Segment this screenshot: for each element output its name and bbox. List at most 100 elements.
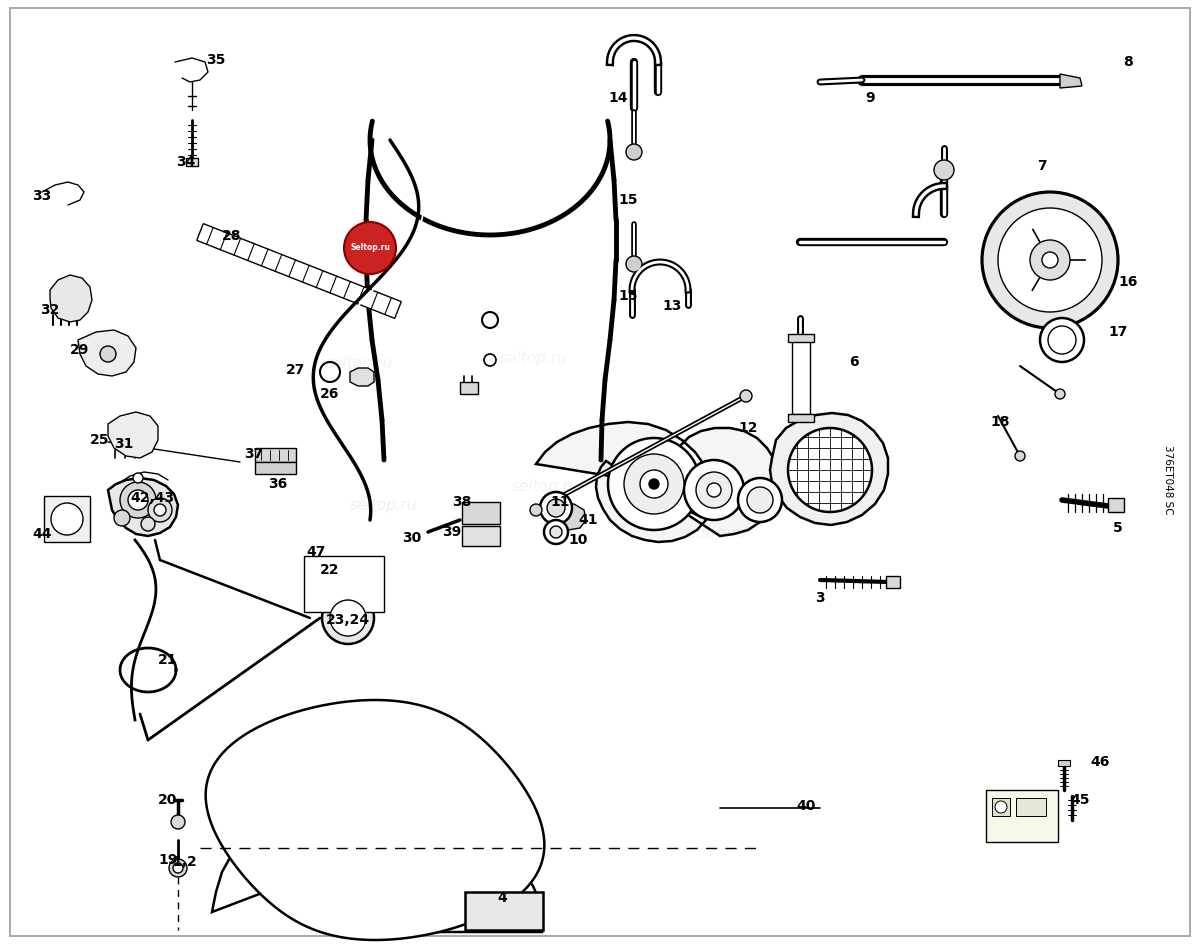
Circle shape — [746, 487, 773, 513]
Polygon shape — [78, 330, 136, 376]
Polygon shape — [205, 700, 545, 940]
Text: 5: 5 — [1114, 521, 1123, 535]
Text: 37: 37 — [245, 447, 264, 461]
Circle shape — [626, 144, 642, 160]
Circle shape — [320, 362, 340, 382]
Polygon shape — [462, 502, 500, 524]
Text: 1,2: 1,2 — [173, 855, 197, 869]
Text: 29: 29 — [71, 343, 90, 357]
Circle shape — [133, 473, 143, 483]
Text: 36: 36 — [269, 477, 288, 491]
Circle shape — [120, 482, 156, 518]
Circle shape — [128, 490, 148, 510]
Text: 7: 7 — [1037, 159, 1046, 173]
Text: 19: 19 — [158, 853, 178, 867]
Text: seltop.ru: seltop.ru — [680, 526, 748, 541]
Polygon shape — [792, 338, 810, 414]
Text: 38: 38 — [452, 495, 472, 509]
Circle shape — [172, 815, 185, 829]
Text: 45: 45 — [1070, 793, 1090, 807]
Circle shape — [484, 354, 496, 366]
Text: 6: 6 — [850, 355, 859, 369]
Text: 23,24: 23,24 — [326, 613, 370, 627]
Text: 40: 40 — [797, 799, 816, 813]
Text: 30: 30 — [402, 531, 421, 545]
Polygon shape — [197, 224, 401, 318]
Text: 32: 32 — [41, 303, 60, 317]
Text: 26: 26 — [320, 387, 340, 401]
Text: 8: 8 — [1123, 55, 1133, 69]
Circle shape — [154, 504, 166, 516]
Circle shape — [684, 460, 744, 520]
Polygon shape — [548, 504, 586, 530]
Text: 39: 39 — [443, 525, 462, 539]
Polygon shape — [462, 526, 500, 546]
Circle shape — [1030, 240, 1070, 280]
Text: 15: 15 — [618, 289, 637, 303]
Circle shape — [50, 503, 83, 535]
Polygon shape — [212, 812, 542, 932]
Polygon shape — [1060, 74, 1082, 88]
Circle shape — [173, 863, 182, 873]
Circle shape — [148, 498, 172, 522]
Text: 15: 15 — [618, 193, 637, 207]
Text: 3: 3 — [815, 591, 824, 605]
Text: seltop.ru: seltop.ru — [512, 479, 580, 494]
Polygon shape — [256, 462, 296, 474]
Text: 13: 13 — [662, 299, 682, 313]
Text: 11: 11 — [551, 495, 570, 509]
Circle shape — [114, 510, 130, 526]
Text: 22: 22 — [320, 563, 340, 577]
Text: 12: 12 — [738, 421, 757, 435]
Circle shape — [738, 478, 782, 522]
Circle shape — [547, 499, 565, 517]
Text: 10: 10 — [569, 533, 588, 547]
Polygon shape — [50, 275, 92, 322]
Circle shape — [1040, 318, 1084, 362]
Bar — [992, 798, 1010, 816]
Bar — [986, 790, 1058, 842]
Text: 33: 33 — [32, 189, 52, 203]
Circle shape — [624, 454, 684, 514]
Circle shape — [1042, 252, 1058, 268]
Text: 28: 28 — [222, 229, 241, 243]
Circle shape — [998, 208, 1102, 312]
Polygon shape — [44, 496, 90, 542]
Text: 35: 35 — [206, 53, 226, 67]
Circle shape — [788, 428, 872, 512]
Circle shape — [550, 526, 562, 538]
Circle shape — [344, 222, 396, 274]
Text: 4: 4 — [497, 891, 506, 905]
Bar — [788, 334, 814, 342]
Circle shape — [540, 492, 572, 524]
Bar — [1058, 760, 1070, 766]
Text: 31: 31 — [114, 437, 133, 451]
Circle shape — [649, 479, 659, 489]
Text: Seltop.ru: Seltop.ru — [350, 244, 390, 252]
Bar — [886, 576, 900, 588]
Polygon shape — [108, 478, 178, 536]
Polygon shape — [256, 448, 296, 462]
Text: 25: 25 — [90, 433, 109, 447]
Polygon shape — [350, 368, 374, 386]
Polygon shape — [460, 382, 478, 394]
Text: 41: 41 — [578, 513, 598, 527]
Circle shape — [1015, 451, 1025, 461]
Circle shape — [482, 312, 498, 328]
Text: seltop.ru: seltop.ru — [500, 351, 568, 366]
Bar — [788, 414, 814, 422]
Text: 376ET048 SC: 376ET048 SC — [1163, 446, 1174, 514]
Text: 17: 17 — [1109, 325, 1128, 339]
Bar — [1108, 498, 1124, 512]
Text: 14: 14 — [608, 91, 628, 105]
Circle shape — [100, 346, 116, 362]
Circle shape — [934, 160, 954, 180]
Circle shape — [1048, 326, 1076, 354]
Text: 44: 44 — [32, 527, 52, 541]
Text: 47: 47 — [306, 545, 325, 559]
Circle shape — [982, 192, 1118, 328]
Bar — [466, 892, 542, 930]
Circle shape — [707, 483, 721, 497]
Text: seltop.ru: seltop.ru — [326, 356, 394, 371]
Text: 21: 21 — [158, 653, 178, 667]
